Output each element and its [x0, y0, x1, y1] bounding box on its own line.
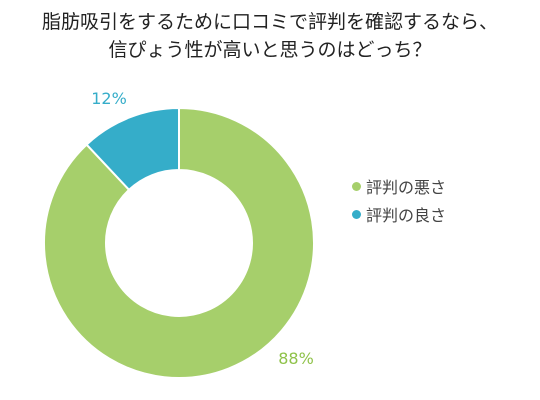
- slice-good-reviews: [85, 106, 180, 192]
- chart-legend: 評判の悪さ 評判の良さ: [352, 172, 446, 228]
- legend-label-good-reviews: 評判の良さ: [366, 206, 447, 225]
- legend-swatch-bad-reviews: [352, 181, 361, 191]
- chart-title: 脂肪吸引をするために口コミで評判を確認するなら、 信ぴょう性が高いと思うのはどっ…: [0, 8, 540, 64]
- legend-item-bad-reviews: 評判の悪さ: [352, 172, 446, 200]
- legend-swatch-good-reviews: [352, 209, 361, 219]
- chart-title-line-1: 脂肪吸引をするために口コミで評判を確認するなら、: [41, 11, 498, 33]
- legend-label-bad-reviews: 評判の悪さ: [366, 178, 447, 197]
- legend-item-good-reviews: 評判の良さ: [352, 200, 446, 228]
- chart-title-line-2: 信ぴょう性が高いと思うのはどっち？: [108, 39, 432, 61]
- data-label-bad-reviews: 88%: [278, 349, 314, 368]
- data-label-good-reviews: 12%: [91, 89, 127, 108]
- slice-bad-reviews: [43, 106, 315, 379]
